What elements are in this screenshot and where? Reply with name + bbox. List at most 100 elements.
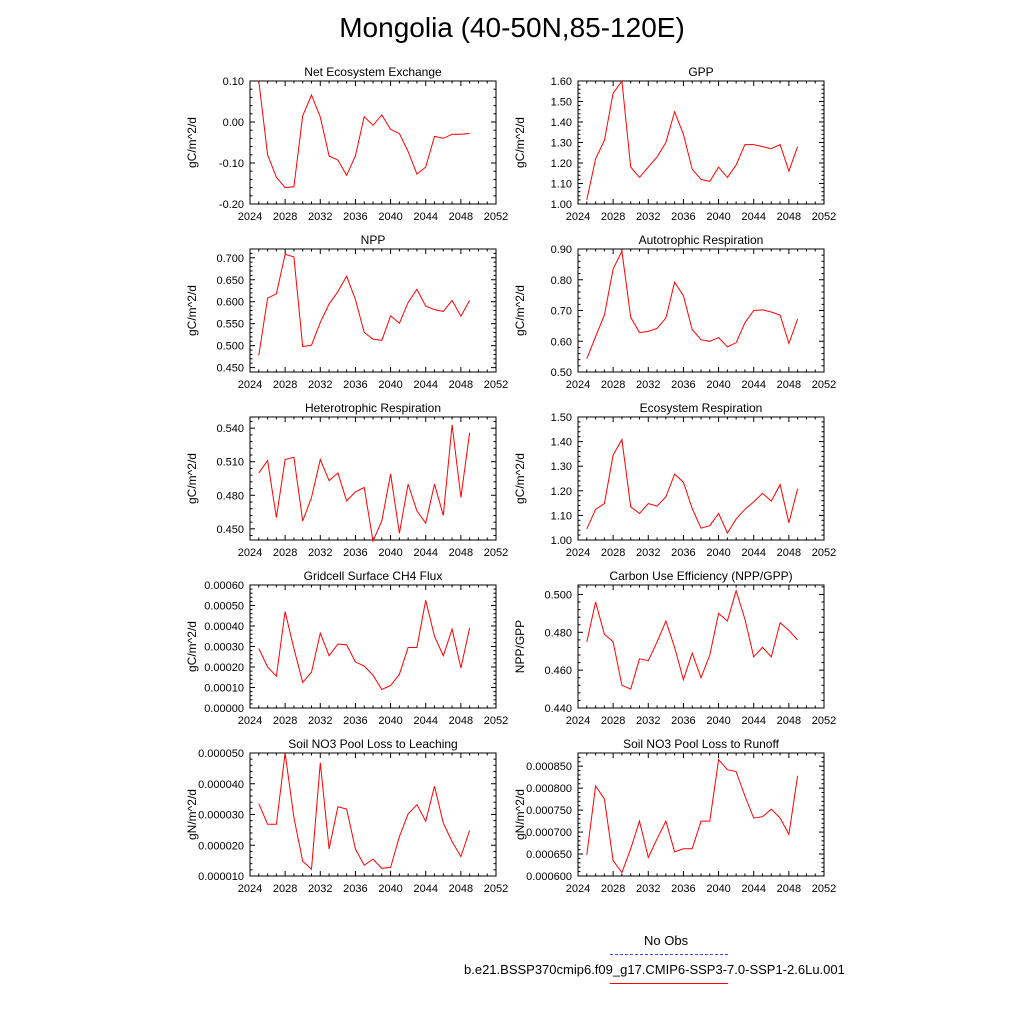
data-point <box>416 510 417 511</box>
y-axis-label: gC/m^2/d <box>185 117 199 168</box>
x-tick-label: 2044 <box>413 547 437 559</box>
data-point <box>408 647 409 648</box>
data-point <box>692 508 693 509</box>
x-tick-label: 2040 <box>378 883 402 895</box>
data-point <box>674 111 675 112</box>
y-tick-label: 1.50 <box>551 412 572 424</box>
x-tick-label: 2044 <box>413 379 437 391</box>
data-point <box>613 860 614 861</box>
data-point <box>744 618 745 619</box>
data-point <box>779 817 780 818</box>
data-point <box>683 482 684 483</box>
x-tick-label: 2044 <box>413 715 437 727</box>
y-tick-label: 0.10 <box>223 76 244 88</box>
x-tick-label: 2024 <box>238 883 262 895</box>
y-tick-label: 0.540 <box>216 423 244 435</box>
data-point <box>425 523 426 524</box>
data-point <box>285 187 286 188</box>
data-point <box>683 679 684 680</box>
y-tick-label: 0.00040 <box>204 621 244 633</box>
data-point <box>709 181 710 182</box>
chart-panel-2: GPP gC/m^2/d 2024 2028 2032 2036 2040 2044 2048 2… <box>513 65 836 223</box>
plot-frame <box>249 80 497 205</box>
data-point <box>604 634 605 635</box>
data-point <box>425 167 426 168</box>
data-point <box>621 251 622 252</box>
data-point <box>337 160 338 161</box>
chart-title: Carbon Use Efficiency (NPP/GPP) <box>609 569 792 583</box>
x-tick-label: 2040 <box>378 379 402 391</box>
y-tick-label: 1.30 <box>551 138 572 150</box>
data-point <box>604 140 605 141</box>
data-point <box>788 522 789 523</box>
data-point <box>355 661 356 662</box>
x-tick-label: 2024 <box>238 547 262 559</box>
plot-frame <box>577 80 825 205</box>
data-point <box>788 834 789 835</box>
y-tick-label: 0.000700 <box>526 827 572 839</box>
data-point <box>346 500 347 501</box>
data-point <box>797 775 798 776</box>
x-tick-label: 2052 <box>484 883 508 895</box>
legend-obs-line <box>610 954 728 955</box>
y-tick-label: 0.00000 <box>204 703 244 715</box>
chart-title: Autotrophic Respiration <box>639 233 764 247</box>
data-point <box>285 752 286 753</box>
data-point <box>700 339 701 340</box>
chart-title: Heterotrophic Respiration <box>305 401 441 415</box>
data-point <box>346 276 347 277</box>
x-tick-label: 2024 <box>566 547 590 559</box>
data-point <box>390 473 391 474</box>
data-point <box>399 674 400 675</box>
data-point <box>381 868 382 869</box>
data-point <box>771 656 772 657</box>
chart-panel-1: Net Ecosystem Exchange gC/m^2/d 2024 2028 20… <box>185 65 508 223</box>
data-point <box>443 138 444 139</box>
x-tick-label: 2032 <box>308 883 332 895</box>
y-tick-label: 0.70 <box>551 306 572 318</box>
data-point <box>416 647 417 648</box>
data-point <box>346 644 347 645</box>
data-point <box>399 323 400 324</box>
x-tick-label: 2032 <box>636 379 660 391</box>
data-point <box>779 144 780 145</box>
y-axis-label: gC/m^2/d <box>513 453 527 504</box>
series-line <box>586 588 798 690</box>
x-tick-label: 2048 <box>777 211 801 223</box>
data-point <box>258 803 259 804</box>
y-tick-label: 0.000020 <box>198 840 244 852</box>
data-point <box>434 786 435 787</box>
data-point <box>460 497 461 498</box>
x-tick-label: 2048 <box>449 379 473 391</box>
data-point <box>416 173 417 174</box>
y-tick-label: 1.00 <box>551 535 572 547</box>
data-point <box>648 857 649 858</box>
x-tick-label: 2028 <box>601 883 625 895</box>
data-point <box>311 94 312 95</box>
data-point <box>443 515 444 516</box>
data-point <box>665 318 666 319</box>
data-point <box>293 457 294 458</box>
data-point <box>771 809 772 810</box>
data-point <box>460 316 461 317</box>
y-tick-label: 0.480 <box>216 490 244 502</box>
data-point <box>674 282 675 283</box>
data-point <box>451 841 452 842</box>
data-point <box>674 851 675 852</box>
data-point <box>613 268 614 269</box>
data-point <box>683 134 684 135</box>
data-point <box>771 148 772 149</box>
data-point <box>630 848 631 849</box>
data-point <box>648 331 649 332</box>
legend-obs-label: No Obs <box>644 933 689 948</box>
plot-frame <box>249 752 497 877</box>
plot-frame <box>249 584 497 709</box>
data-point <box>788 630 789 631</box>
y-axis-label: gC/m^2/d <box>185 453 199 504</box>
chart-panel-3: NPP gC/m^2/d 2024 2028 2032 2036 2040 2044 2048 2… <box>185 233 508 391</box>
data-point <box>408 483 409 484</box>
data-point <box>425 306 426 307</box>
data-point <box>613 641 614 642</box>
data-point <box>302 682 303 683</box>
